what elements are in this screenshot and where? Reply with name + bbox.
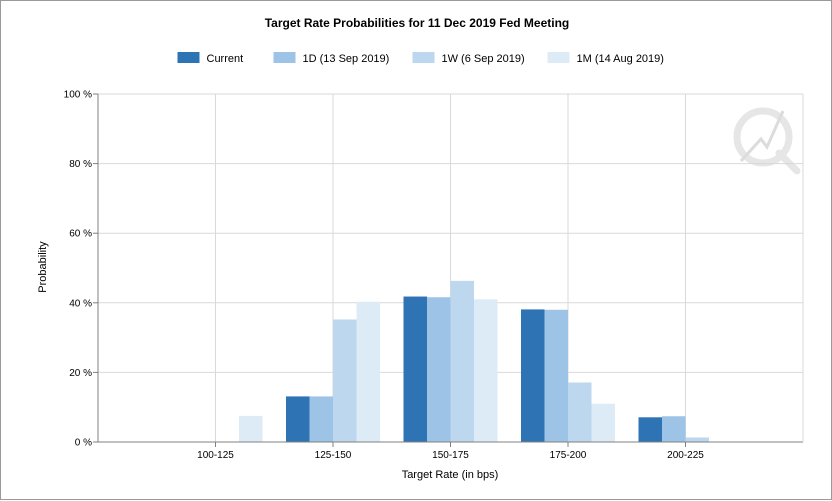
y-axis-ticks: 0 % 20 % 40 % 60 % 80 % 100 % xyxy=(64,90,98,449)
bar xyxy=(403,296,427,442)
y-tick-label: 80 % xyxy=(69,159,92,170)
bar xyxy=(685,437,709,442)
legend-label: Current xyxy=(207,53,244,65)
chart-title: Target Rate Probabilities for 11 Dec 201… xyxy=(265,16,570,30)
bar xyxy=(333,319,357,442)
bar xyxy=(427,297,451,442)
y-tick-label: 0 % xyxy=(75,438,92,449)
y-tick-label: 100 % xyxy=(64,90,92,101)
watermark-icon xyxy=(733,107,801,175)
bar xyxy=(286,396,310,442)
x-axis-title: Target Rate (in bps) xyxy=(402,469,499,481)
legend-swatch xyxy=(177,52,200,63)
bar xyxy=(638,417,662,442)
bar xyxy=(309,396,333,442)
y-tick-label: 40 % xyxy=(69,298,92,309)
bar xyxy=(591,403,615,442)
bar xyxy=(544,309,568,442)
x-axis-ticks: 100-125 125-150 150-175 175-200 200-225 xyxy=(197,442,704,461)
legend-swatch xyxy=(412,52,435,63)
legend: Current 1D (13 Sep 2019) 1W (6 Sep 2019) 1M… xyxy=(177,52,664,65)
legend-label: 1D (13 Sep 2019) xyxy=(303,53,390,65)
y-tick-label: 60 % xyxy=(69,229,92,240)
x-tick-label: 150-175 xyxy=(432,450,469,461)
y-tick-label: 20 % xyxy=(69,368,92,379)
bar xyxy=(662,416,686,442)
legend-swatch xyxy=(273,52,296,63)
bars xyxy=(239,280,709,442)
legend-swatch xyxy=(547,52,570,63)
legend-label: 1M (14 Aug 2019) xyxy=(577,53,664,65)
bar xyxy=(239,415,263,442)
bar xyxy=(568,382,592,442)
bar xyxy=(356,301,380,442)
x-tick-label: 125-150 xyxy=(315,450,352,461)
x-tick-label: 200-225 xyxy=(667,450,704,461)
y-axis-title: Probability xyxy=(37,241,49,293)
bar xyxy=(450,280,474,442)
legend-label: 1W (6 Sep 2019) xyxy=(442,53,525,65)
x-tick-label: 175-200 xyxy=(550,450,587,461)
bar xyxy=(521,309,545,442)
x-tick-label: 100-125 xyxy=(197,450,234,461)
bar xyxy=(474,299,498,442)
